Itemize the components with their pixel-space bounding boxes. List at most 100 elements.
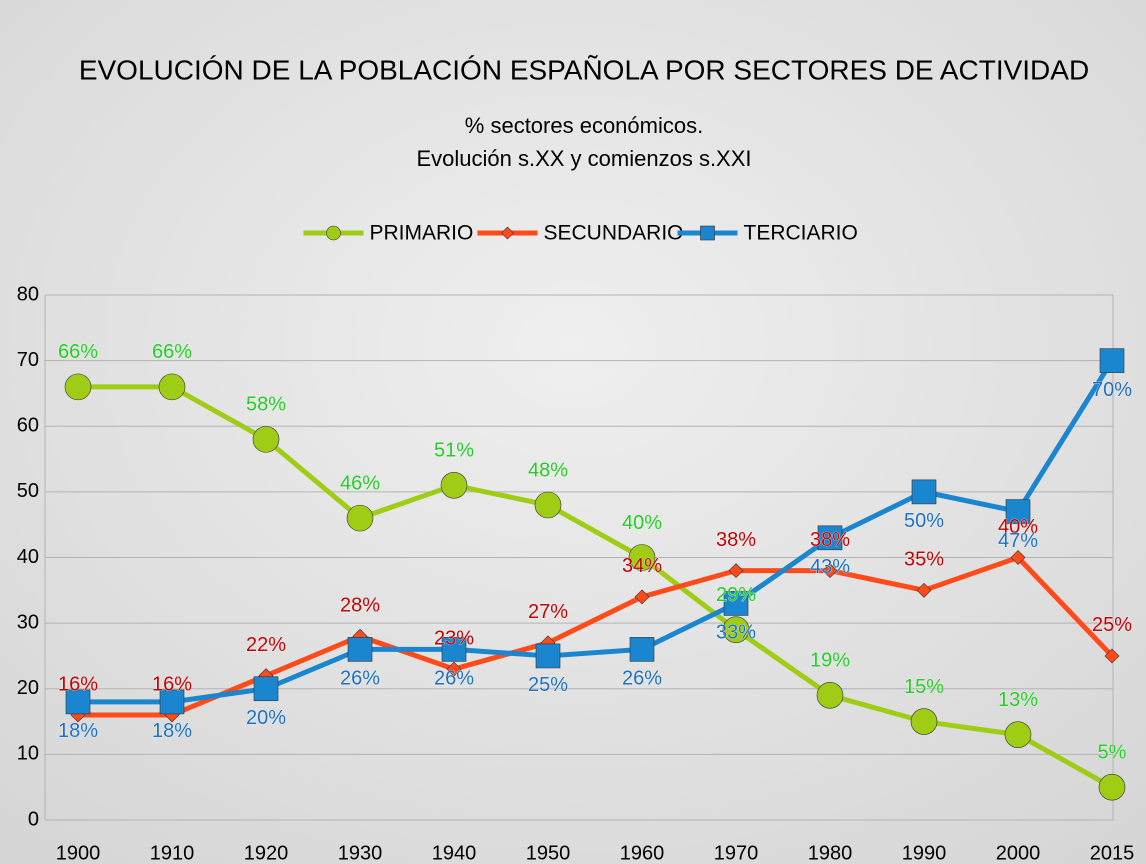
data-point: [1098, 773, 1126, 801]
data-label: 13%: [998, 689, 1038, 711]
y-tick-label: 50: [17, 480, 39, 502]
data-label: 22%: [246, 634, 286, 656]
data-label: 20%: [246, 707, 286, 729]
data-point: [822, 563, 838, 579]
data-point: [634, 589, 650, 605]
data-label: 66%: [58, 341, 98, 363]
y-tick-label: 20: [17, 677, 39, 699]
data-label: 16%: [152, 673, 192, 695]
data-point: [816, 682, 844, 709]
data-label: 38%: [810, 529, 850, 551]
data-label: 5%: [1098, 741, 1127, 763]
data-label: 35%: [904, 549, 944, 571]
data-label: 29%: [716, 584, 756, 606]
data-point: [629, 637, 655, 662]
data-label: 40%: [998, 516, 1038, 538]
series-line: [78, 555, 1114, 718]
data-label: 26%: [340, 668, 380, 690]
x-tick-label: 2015: [1090, 842, 1135, 864]
data-point: [253, 676, 279, 702]
data-point: [252, 426, 280, 453]
data-label: 34%: [622, 555, 662, 577]
data-label: 70%: [1092, 379, 1132, 401]
data-point: [440, 472, 468, 499]
x-tick-label: 1950: [526, 842, 571, 864]
y-tick-label: 10: [17, 743, 39, 765]
data-point: [347, 637, 373, 662]
x-tick-label: 1910: [150, 842, 195, 864]
data-label: 51%: [434, 440, 474, 462]
data-label: 18%: [152, 720, 192, 742]
data-point: [159, 689, 185, 715]
y-tick-label: 40: [17, 546, 39, 568]
data-label: 19%: [810, 650, 850, 672]
data-label: 26%: [434, 668, 474, 690]
data-label: 58%: [246, 394, 286, 416]
legend-marker: [501, 226, 514, 240]
x-tick-label: 1930: [338, 842, 383, 864]
chart-subtitle: Evolución s.XX y comienzos s.XXI: [416, 146, 751, 171]
data-point: [535, 643, 561, 669]
data-label: 66%: [152, 341, 192, 363]
x-tick-label: 1900: [56, 842, 101, 864]
data-point: [628, 544, 656, 571]
chart-title: EVOLUCIÓN DE LA POBLACIÓN ESPAÑOLA POR S…: [79, 54, 1089, 85]
y-tick-label: 70: [17, 349, 39, 371]
data-point: [534, 491, 562, 519]
data-label: 43%: [810, 556, 850, 578]
data-label: 46%: [340, 472, 380, 494]
data-label: 33%: [716, 622, 756, 644]
x-tick-label: 1990: [902, 842, 947, 864]
series-line: [78, 359, 1115, 705]
data-point: [916, 582, 932, 598]
legend-label: TERCIARIO: [744, 222, 858, 245]
data-point: [1005, 499, 1031, 524]
data-label: 16%: [58, 673, 98, 695]
data-label: 25%: [528, 674, 568, 696]
data-label: 25%: [1092, 614, 1132, 636]
data-label: 27%: [528, 601, 568, 623]
data-point: [1099, 348, 1125, 373]
data-point: [346, 504, 374, 532]
x-tick-label: 1970: [714, 842, 759, 864]
data-label: 38%: [716, 529, 756, 551]
y-tick-label: 0: [28, 808, 39, 830]
y-tick-label: 30: [17, 611, 39, 633]
data-point: [910, 708, 938, 735]
data-label: 15%: [904, 676, 944, 698]
data-point: [1104, 648, 1120, 664]
data-point: [446, 661, 462, 677]
data-point: [1010, 550, 1026, 565]
y-tick-label: 80: [17, 283, 39, 305]
data-label: 48%: [528, 459, 568, 481]
data-point: [911, 479, 937, 505]
data-point: [64, 373, 92, 401]
data-label: 50%: [904, 510, 944, 532]
data-label: 26%: [622, 668, 662, 690]
x-tick-label: 1940: [432, 842, 477, 864]
data-label: 28%: [340, 595, 380, 617]
data-label: 18%: [58, 720, 98, 742]
legend-marker: [700, 225, 715, 241]
data-point: [723, 591, 749, 616]
data-label: 23%: [434, 627, 474, 649]
x-tick-label: 2000: [996, 842, 1041, 864]
data-point: [441, 637, 467, 662]
legend-label: PRIMARIO: [370, 222, 474, 245]
data-point: [158, 373, 186, 401]
data-point: [1004, 721, 1032, 748]
chart-subtitle: % sectores económicos.: [465, 113, 703, 138]
x-tick-label: 1920: [244, 842, 289, 864]
x-tick-label: 1960: [620, 842, 665, 864]
data-point: [817, 525, 843, 551]
data-label: 47%: [998, 530, 1038, 552]
data-point: [65, 689, 91, 715]
y-tick-label: 60: [17, 415, 39, 437]
data-point: [728, 563, 744, 579]
series-line: [78, 384, 1114, 790]
data-label: 40%: [622, 512, 662, 534]
x-tick-label: 1980: [808, 842, 853, 864]
data-point: [722, 616, 750, 643]
